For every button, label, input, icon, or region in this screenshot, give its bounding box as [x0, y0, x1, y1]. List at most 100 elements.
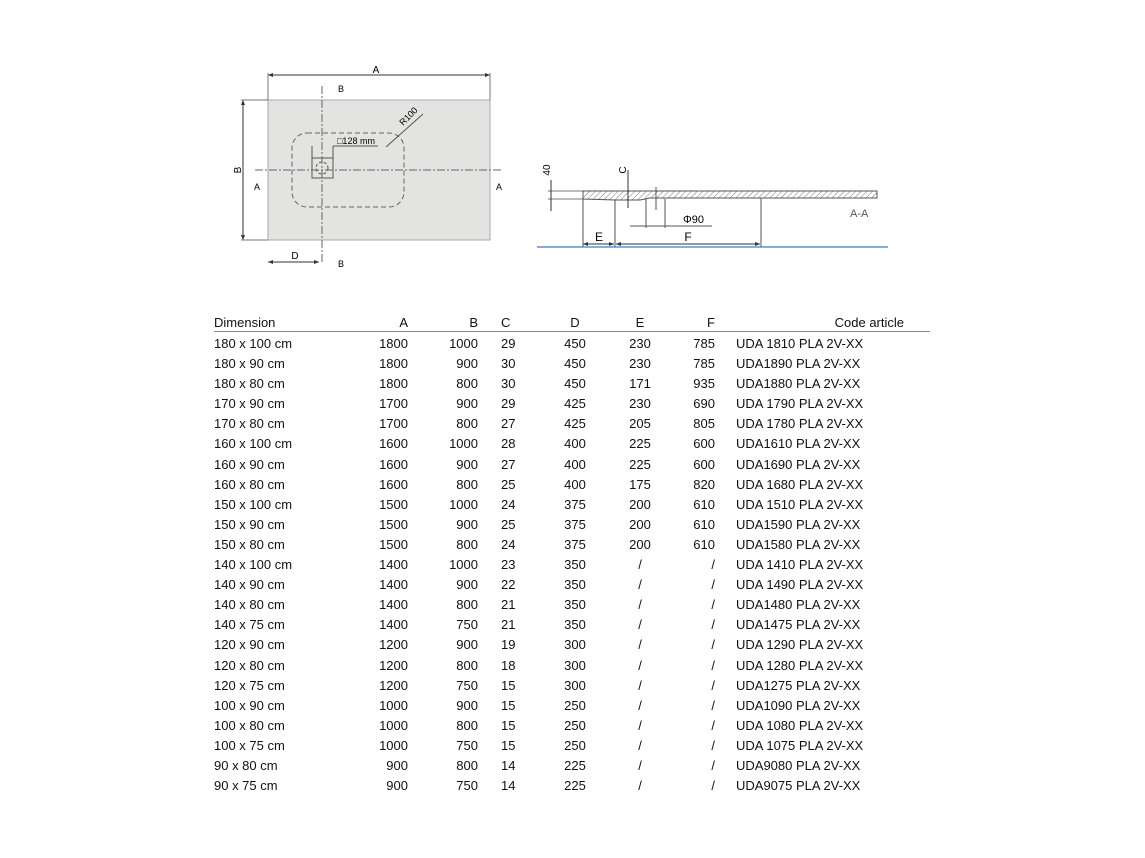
cell-d: 300: [564, 657, 586, 673]
cell-a: 1600: [379, 456, 408, 472]
cell-e: 200: [629, 496, 651, 512]
cell-dimension: 150 x 100 cm: [214, 496, 293, 512]
cell-dimension: 170 x 90 cm: [214, 396, 285, 412]
dim-b-label: B: [233, 166, 244, 173]
cell-f: 785: [693, 336, 715, 351]
cell-b: 750: [456, 677, 478, 693]
dim-a-label: A: [373, 65, 380, 76]
table-row: 120 x 75 cm 1200 750 15 300 / / UDA1275 PLA 2V-…: [214, 676, 930, 696]
cell-code: UDA 1680 PLA 2V-XX: [736, 476, 864, 492]
cell-a: 1800: [379, 356, 408, 372]
cell-c: 21: [501, 617, 516, 633]
drain-diameter-label: Φ90: [683, 214, 704, 226]
cell-e: 171: [629, 376, 651, 392]
table-row: 100 x 75 cm 1000 750 15 250 / / UDA 1075 PLA 2V…: [214, 736, 930, 756]
cell-f: /: [711, 697, 715, 713]
cell-dimension: 100 x 75 cm: [214, 737, 285, 753]
cell-dimension: 140 x 90 cm: [214, 577, 285, 593]
cell-b: 900: [456, 356, 478, 372]
cell-f: /: [711, 637, 715, 653]
section-view: 40 C Φ90 A-A E F: [537, 164, 888, 248]
cell-dimension: 150 x 80 cm: [214, 536, 285, 552]
cell-c: 24: [501, 536, 516, 552]
cell-dimension: 120 x 90 cm: [214, 637, 285, 653]
tray-section: [582, 190, 878, 201]
cell-c: 14: [501, 778, 516, 794]
header-c: C: [501, 315, 511, 330]
cell-a: 1500: [379, 516, 408, 532]
cell-d: 400: [564, 436, 586, 452]
header-e: E: [635, 315, 645, 330]
cell-e: /: [638, 677, 642, 693]
cell-a: 1600: [379, 476, 408, 492]
cell-a: 1500: [379, 536, 408, 552]
cell-c: 29: [501, 396, 516, 412]
table-row: 180 x 90 cm 1800 900 30 450 230 785 UDA1890 PLA…: [214, 354, 930, 374]
cell-d: 450: [564, 376, 586, 392]
table-row: 100 x 90 cm 1000 900 15 250 / / UDA1090 PLA 2V-…: [214, 696, 930, 716]
table-row: 140 x 100 cm 1400 1000 23 350 / / UDA 1410 PLA …: [214, 555, 930, 575]
cell-e: 230: [629, 356, 651, 372]
cell-c: 15: [501, 737, 516, 753]
table-row: 150 x 100 cm 1500 1000 24 375 200 610 UDA 1510 …: [214, 495, 930, 515]
cell-d: 350: [564, 577, 586, 593]
table-row: 100 x 80 cm 1000 800 15 250 / / UDA 1080 PLA 2V…: [214, 716, 930, 736]
cell-c: 30: [501, 376, 516, 392]
cell-f: /: [711, 677, 715, 693]
cell-f: 820: [693, 476, 715, 492]
cell-e: 205: [629, 416, 651, 432]
cell-f: 805: [693, 416, 715, 432]
cell-code: UDA 1510 PLA 2V-XX: [736, 496, 864, 512]
cell-d: 375: [564, 536, 586, 552]
cell-b: 900: [456, 456, 478, 472]
cell-b: 1000: [449, 496, 478, 512]
cell-b: 800: [456, 416, 478, 432]
cell-f: 785: [693, 356, 715, 372]
cell-code: UDA9080 PLA 2V-XX: [736, 757, 861, 773]
cell-dimension: 100 x 80 cm: [214, 717, 285, 733]
cell-b: 900: [456, 396, 478, 412]
cell-e: /: [638, 617, 642, 633]
cell-code: UDA 1290 PLA 2V-XX: [736, 637, 864, 653]
cell-b: 900: [456, 516, 478, 532]
table-row: 170 x 80 cm 1700 800 27 425 205 805 UDA 1780 PL…: [214, 414, 930, 434]
cell-f: /: [711, 657, 715, 673]
table-row: 160 x 80 cm 1600 800 25 400 175 820 UDA 1680 PL…: [214, 475, 930, 495]
cell-code: UDA 1810 PLA 2V-XX: [736, 336, 864, 351]
cell-dimension: 120 x 80 cm: [214, 657, 285, 673]
cell-a: 1700: [379, 396, 408, 412]
cell-f: /: [711, 757, 715, 773]
cell-c: 15: [501, 677, 516, 693]
cell-e: 225: [629, 436, 651, 452]
drain-size-label: □128 mm: [337, 136, 375, 146]
cell-c: 24: [501, 496, 516, 512]
cell-b: 900: [456, 637, 478, 653]
cell-a: 1700: [379, 416, 408, 432]
table-row: 170 x 90 cm 1700 900 29 425 230 690 UDA 1790 PL…: [214, 394, 930, 414]
cell-b: 900: [456, 577, 478, 593]
cell-c: 18: [501, 657, 516, 673]
cell-f: 610: [693, 516, 715, 532]
cell-b: 900: [456, 697, 478, 713]
cell-f: /: [711, 597, 715, 613]
cell-c: 27: [501, 456, 516, 472]
cell-e: /: [638, 697, 642, 713]
cell-f: /: [711, 778, 715, 794]
table-row: 150 x 90 cm 1500 900 25 375 200 610 UDA1590 PLA…: [214, 515, 930, 535]
cell-d: 250: [564, 697, 586, 713]
cell-b: 750: [456, 778, 478, 794]
dim-d-label: D: [291, 251, 298, 262]
table-row: 150 x 80 cm 1500 800 24 375 200 610 UDA1580 PLA…: [214, 535, 930, 555]
cell-code: UDA 1080 PLA 2V-XX: [736, 717, 864, 733]
cell-a: 1400: [379, 577, 408, 593]
cell-a: 1000: [379, 737, 408, 753]
cell-d: 300: [564, 637, 586, 653]
cell-b: 1000: [449, 557, 478, 573]
cell-a: 1400: [379, 597, 408, 613]
cell-dimension: 170 x 80 cm: [214, 416, 285, 432]
cell-c: 21: [501, 597, 516, 613]
cell-b: 1000: [449, 436, 478, 452]
cell-dimension: 120 x 75 cm: [214, 677, 285, 693]
cell-a: 1200: [379, 657, 408, 673]
cell-a: 1600: [379, 436, 408, 452]
